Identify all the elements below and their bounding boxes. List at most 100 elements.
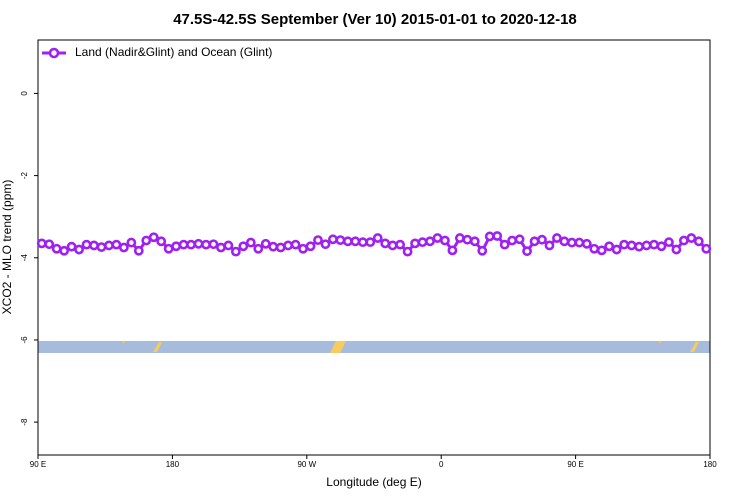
data-point xyxy=(462,234,473,245)
data-point xyxy=(604,241,615,252)
data-point xyxy=(678,235,689,246)
data-point xyxy=(447,245,458,256)
data-point xyxy=(425,236,435,247)
data-point xyxy=(701,243,712,254)
data-point xyxy=(365,237,376,248)
chart-title: 47.5S-42.5S September (Ver 10) 2015-01-0… xyxy=(173,11,577,28)
data-point xyxy=(619,239,630,250)
data-point xyxy=(537,234,547,245)
data-point xyxy=(387,240,398,251)
data-point xyxy=(402,246,413,257)
data-point xyxy=(552,233,562,243)
y-tick-label: 0 xyxy=(20,91,29,96)
data-point xyxy=(507,235,518,246)
data-point xyxy=(649,239,659,250)
data-point xyxy=(641,240,652,251)
data-point xyxy=(417,237,428,248)
data-point xyxy=(559,236,570,247)
data-point xyxy=(581,238,592,249)
data-point xyxy=(290,239,301,250)
data-point xyxy=(133,245,144,256)
data-point xyxy=(193,238,204,249)
data-point xyxy=(514,234,525,245)
data-point xyxy=(74,244,84,255)
x-tick-label: 0 xyxy=(439,460,444,469)
data-point xyxy=(126,237,137,248)
data-point xyxy=(693,236,704,247)
data-point xyxy=(544,240,555,251)
data-point xyxy=(163,243,174,254)
data-point xyxy=(104,240,114,251)
data-point xyxy=(357,237,368,248)
data-point xyxy=(469,236,480,247)
data-point xyxy=(238,241,249,252)
data-point xyxy=(148,232,159,243)
data-point xyxy=(477,245,488,256)
data-point xyxy=(499,239,510,250)
x-tick-label: 180 xyxy=(703,460,717,469)
data-point xyxy=(201,239,211,250)
x-tick-label: 90 W xyxy=(297,460,316,469)
y-tick-label: -6 xyxy=(20,336,29,344)
y-tick-label: -2 xyxy=(20,171,29,179)
data-point xyxy=(171,241,182,252)
x-tick-label: 180 xyxy=(166,460,180,469)
data-point xyxy=(313,235,323,246)
data-point xyxy=(89,240,99,251)
data-point xyxy=(260,238,271,249)
data-point xyxy=(454,233,465,243)
data-point xyxy=(66,241,77,252)
data-point xyxy=(350,236,361,247)
data-point xyxy=(59,245,70,256)
legend-marker xyxy=(48,47,60,59)
data-point xyxy=(664,237,674,248)
data-point xyxy=(268,241,279,252)
data-point xyxy=(141,235,152,246)
x-tick-label: 90 E xyxy=(30,460,46,469)
y-tick-label: -8 xyxy=(20,418,29,426)
data-point xyxy=(111,239,122,250)
legend-label: Land (Nadir&Glint) and Ocean (Glint) xyxy=(75,45,272,59)
data-point xyxy=(81,239,92,250)
data-point xyxy=(484,231,495,242)
data-point xyxy=(432,233,443,243)
data-point xyxy=(410,238,420,249)
data-point xyxy=(118,242,129,253)
data-point xyxy=(178,239,189,250)
data-point xyxy=(596,245,607,256)
data-point xyxy=(223,240,234,251)
data-point xyxy=(156,236,167,247)
land-ocean-band xyxy=(38,341,710,353)
data-point xyxy=(634,241,644,252)
data-point xyxy=(380,238,391,249)
data-point xyxy=(611,244,622,255)
data-point xyxy=(305,241,316,252)
data-point xyxy=(372,233,383,243)
data-point xyxy=(36,238,47,249)
data-point xyxy=(328,234,338,245)
x-tick-label: 90 E xyxy=(567,460,583,469)
data-point xyxy=(186,239,196,250)
data-point xyxy=(671,244,682,255)
data-point xyxy=(335,235,346,246)
data-point xyxy=(245,237,256,248)
data-point xyxy=(51,243,62,254)
data-point xyxy=(342,236,353,247)
data-point xyxy=(686,233,697,243)
y-tick-label: -4 xyxy=(20,254,29,262)
data-point xyxy=(298,243,308,254)
ocean-band xyxy=(38,341,710,353)
x-axis-label: Longitude (deg E) xyxy=(326,475,421,489)
data-point xyxy=(96,242,107,252)
data-point xyxy=(208,239,219,250)
data-point xyxy=(440,235,450,246)
data-point xyxy=(320,239,331,250)
data-point xyxy=(589,243,600,254)
data-point xyxy=(522,246,532,257)
data-point xyxy=(216,242,226,253)
data-point xyxy=(275,242,286,253)
data-point xyxy=(283,240,294,251)
data-point xyxy=(626,240,637,251)
